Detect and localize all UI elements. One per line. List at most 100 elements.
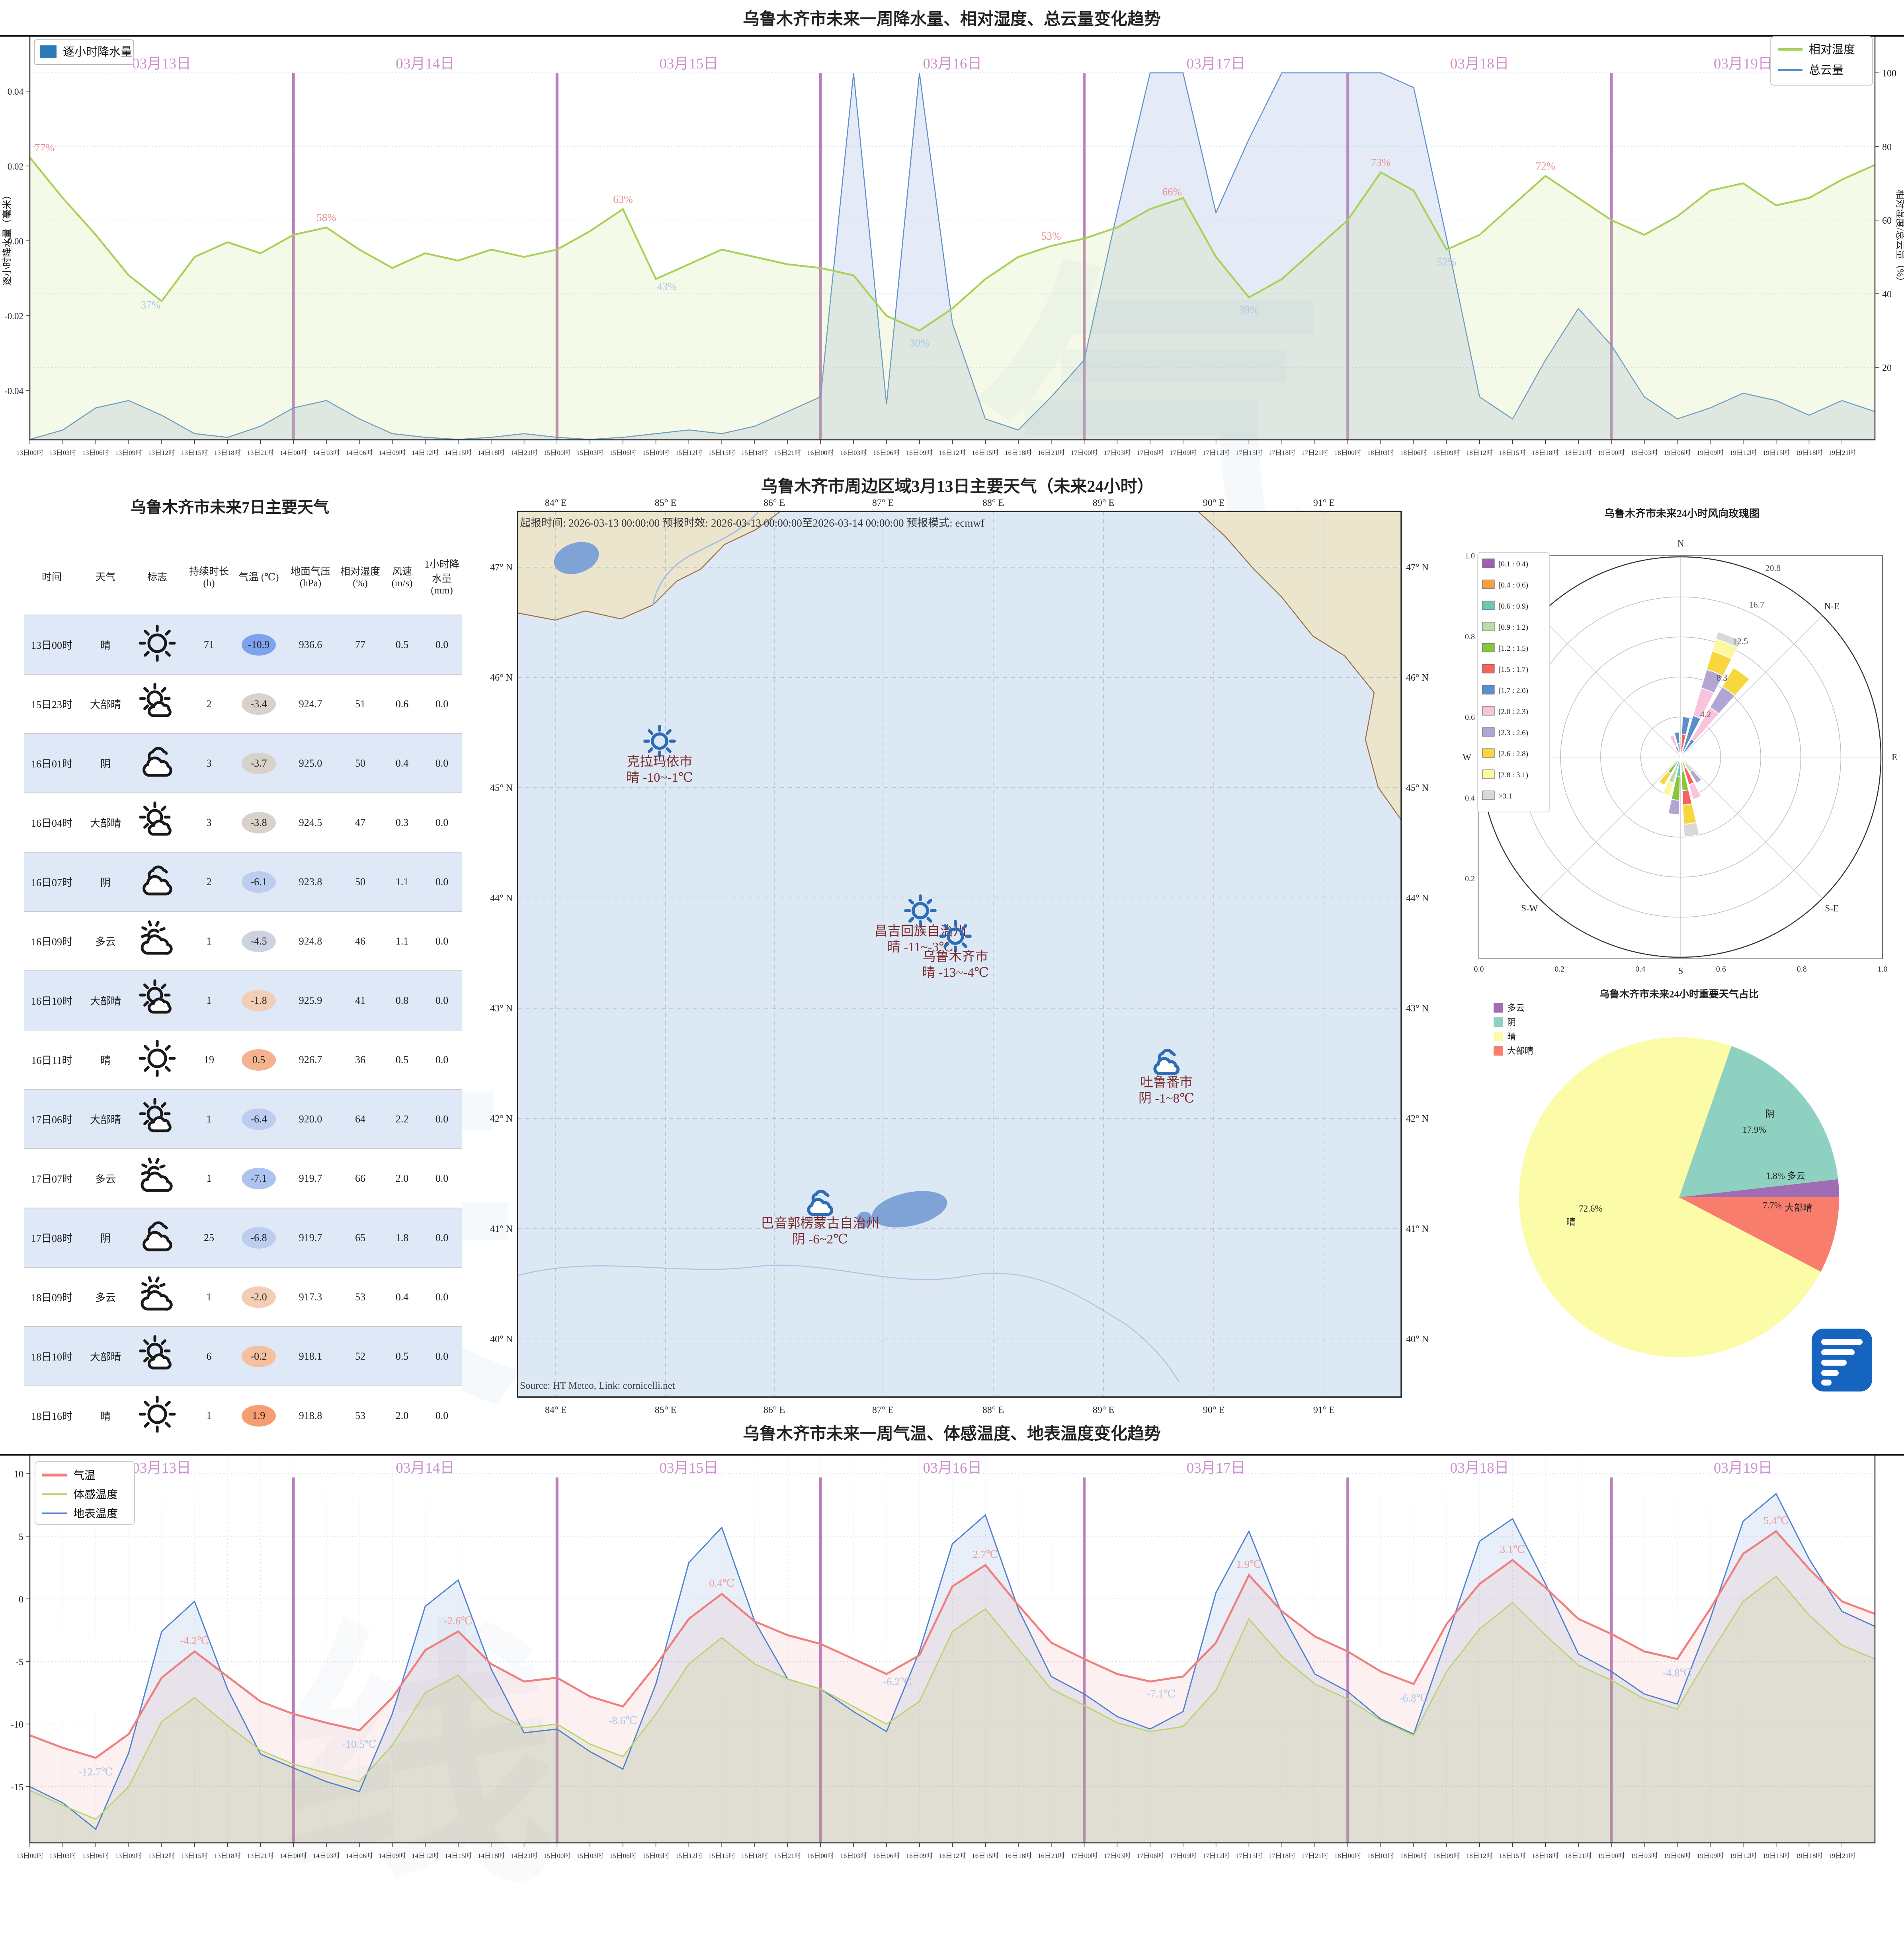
lat-label: 42° N bbox=[1406, 1114, 1429, 1124]
lat-label: 45° N bbox=[490, 783, 513, 793]
table-cell: 1 bbox=[206, 994, 212, 1006]
table-row: 16日11时 晴 19 0.5 926.7 36 0.5 0.0 bbox=[24, 1030, 462, 1089]
x-tick: 14日00时 bbox=[280, 1852, 307, 1860]
table-cell: 50 bbox=[355, 757, 365, 769]
pie-pct: 7.7% bbox=[1763, 1200, 1782, 1210]
x-tick: 13日00时 bbox=[16, 1852, 43, 1860]
table-cell: 晴 bbox=[100, 1055, 111, 1066]
x-tick: 16日00时 bbox=[807, 449, 834, 457]
compass-label: N bbox=[1677, 539, 1684, 548]
temperature-badge: -3.4 bbox=[242, 693, 276, 715]
weather-icon-cell bbox=[131, 1393, 183, 1438]
lat-label: 40° N bbox=[1406, 1334, 1429, 1345]
precip-humidity-cloud-chart: 03月13日 03月14日 03月15日 03月16日 03月17日 03月18日 03月1… bbox=[0, 35, 1904, 457]
temperature-badge: -10.9 bbox=[242, 634, 276, 656]
date-label: 03月17日 bbox=[1187, 56, 1246, 72]
x-tick: 13日21时 bbox=[247, 449, 274, 457]
x-tick: 19日09时 bbox=[1697, 1852, 1724, 1860]
x-tick: 15日00时 bbox=[543, 1852, 570, 1860]
y-tick: 0 bbox=[19, 1594, 23, 1605]
table-cell: 64 bbox=[355, 1113, 365, 1125]
x-tick: 18日12时 bbox=[1466, 1852, 1493, 1860]
table-cell: 924.8 bbox=[299, 935, 322, 947]
x-tick: 13日15时 bbox=[181, 1852, 208, 1860]
city-weather: 晴 -13~-4℃ bbox=[922, 966, 989, 980]
sun-icon bbox=[939, 920, 972, 952]
x-tick: 16日15时 bbox=[972, 449, 999, 457]
temp-annotation: -6.8℃ bbox=[1399, 1692, 1428, 1704]
table-header-cell: 风速 (m/s) bbox=[391, 566, 413, 589]
svg-text:阴: 阴 bbox=[1507, 1017, 1516, 1027]
temp-annotation: -6.2℃ bbox=[883, 1676, 912, 1688]
wind-petal-segment bbox=[1658, 771, 1672, 786]
weather-icon-cell bbox=[131, 1275, 183, 1319]
wind-petal-segment bbox=[1681, 716, 1691, 735]
table-cell: 晴 bbox=[100, 1411, 111, 1422]
x-tick: 14日06时 bbox=[346, 1852, 373, 1860]
x-tick: 16日21时 bbox=[1038, 1852, 1065, 1860]
lat-label: 41° N bbox=[1406, 1224, 1429, 1234]
table-cell: 16日07时 bbox=[31, 877, 72, 888]
lat-label: 41° N bbox=[490, 1224, 513, 1234]
cloud-sun-icon bbox=[141, 1276, 173, 1311]
x-tick: 14日15时 bbox=[445, 1852, 472, 1860]
rose-x-tick: 0.8 bbox=[1797, 965, 1807, 974]
weather-icon-cell bbox=[131, 682, 183, 726]
svg-text:[2.0 : 2.3): [2.0 : 2.3) bbox=[1498, 708, 1528, 716]
sun-cloud-icon bbox=[139, 979, 172, 1014]
table-cell: 919.7 bbox=[299, 1231, 322, 1243]
table-cell: 0.0 bbox=[435, 698, 449, 710]
table-cell: -3.8 bbox=[235, 812, 283, 833]
wind-petal-segment bbox=[1669, 734, 1678, 747]
table-cell: -6.8 bbox=[235, 1227, 283, 1249]
compass-label: S-W bbox=[1521, 904, 1538, 913]
rose-y-tick: 1.0 bbox=[1465, 552, 1475, 560]
x-tick: 17日00时 bbox=[1071, 1852, 1098, 1860]
wind-rose-legend: [0.1 : 0.4) [0.4 : 0.6) [0.6 : 0.9) [0.9 : … bbox=[1477, 552, 1550, 812]
pie-pct: 1.8% bbox=[1766, 1171, 1785, 1181]
precip-legend: 逐小时降水量 bbox=[34, 39, 134, 65]
cloud-icon bbox=[143, 747, 172, 777]
table-cell: 1.1 bbox=[395, 935, 409, 947]
x-tick: 19日06时 bbox=[1664, 1852, 1691, 1860]
lon-label: 84° E bbox=[545, 1405, 566, 1415]
x-tick: 17日12时 bbox=[1203, 1852, 1230, 1860]
temp-annotation: 1.9℃ bbox=[1236, 1558, 1262, 1570]
x-tick: 17日12时 bbox=[1203, 449, 1230, 457]
pie-pct: 17.9% bbox=[1742, 1125, 1766, 1135]
table-cell: 0.4 bbox=[395, 1291, 409, 1303]
ring-label: 12.5 bbox=[1733, 636, 1748, 646]
x-tick: 15日03时 bbox=[576, 449, 603, 457]
table-cell: 65 bbox=[355, 1231, 365, 1243]
svg-text:[0.4 : 0.6): [0.4 : 0.6) bbox=[1498, 581, 1528, 589]
x-tick: 19日15时 bbox=[1763, 449, 1790, 457]
weather-icon-cell bbox=[131, 919, 183, 963]
sun-icon bbox=[904, 894, 937, 927]
table-cell: 0.5 bbox=[395, 638, 409, 650]
rose-x-tick: 0.4 bbox=[1635, 965, 1645, 974]
table-row: 17日08时 阴 25 -6.8 919.7 65 1.8 0.0 bbox=[24, 1208, 462, 1267]
wind-petal-segment bbox=[1721, 667, 1750, 697]
table-cell: 3 bbox=[206, 757, 212, 769]
table-cell: 0.4 bbox=[395, 757, 409, 769]
x-tick: 18日15时 bbox=[1499, 1852, 1526, 1860]
地表温度-line bbox=[29, 1493, 1875, 1831]
table-cell: 0.0 bbox=[435, 757, 449, 769]
weather-icon-cell bbox=[131, 978, 183, 1023]
weather-icon-cell bbox=[131, 800, 183, 845]
svg-text:[1.2 : 1.5): [1.2 : 1.5) bbox=[1498, 644, 1528, 653]
brand-logo bbox=[1812, 1329, 1872, 1392]
x-tick: 16日09时 bbox=[906, 449, 933, 457]
x-tick: 18日15时 bbox=[1499, 449, 1526, 457]
lon-label: 91° E bbox=[1313, 498, 1335, 508]
pie-label: 晴 bbox=[1566, 1217, 1576, 1227]
x-tick: 17日18时 bbox=[1268, 449, 1295, 457]
city-weather: 晴 -10~-1℃ bbox=[626, 771, 693, 785]
sun-icon bbox=[643, 725, 676, 757]
table-cell: 大部晴 bbox=[90, 818, 121, 829]
wind-petal-segment bbox=[1662, 781, 1674, 796]
lon-label: 84° E bbox=[545, 498, 566, 508]
x-tick: 18日18时 bbox=[1532, 449, 1559, 457]
x-tick: 19日12时 bbox=[1730, 449, 1757, 457]
